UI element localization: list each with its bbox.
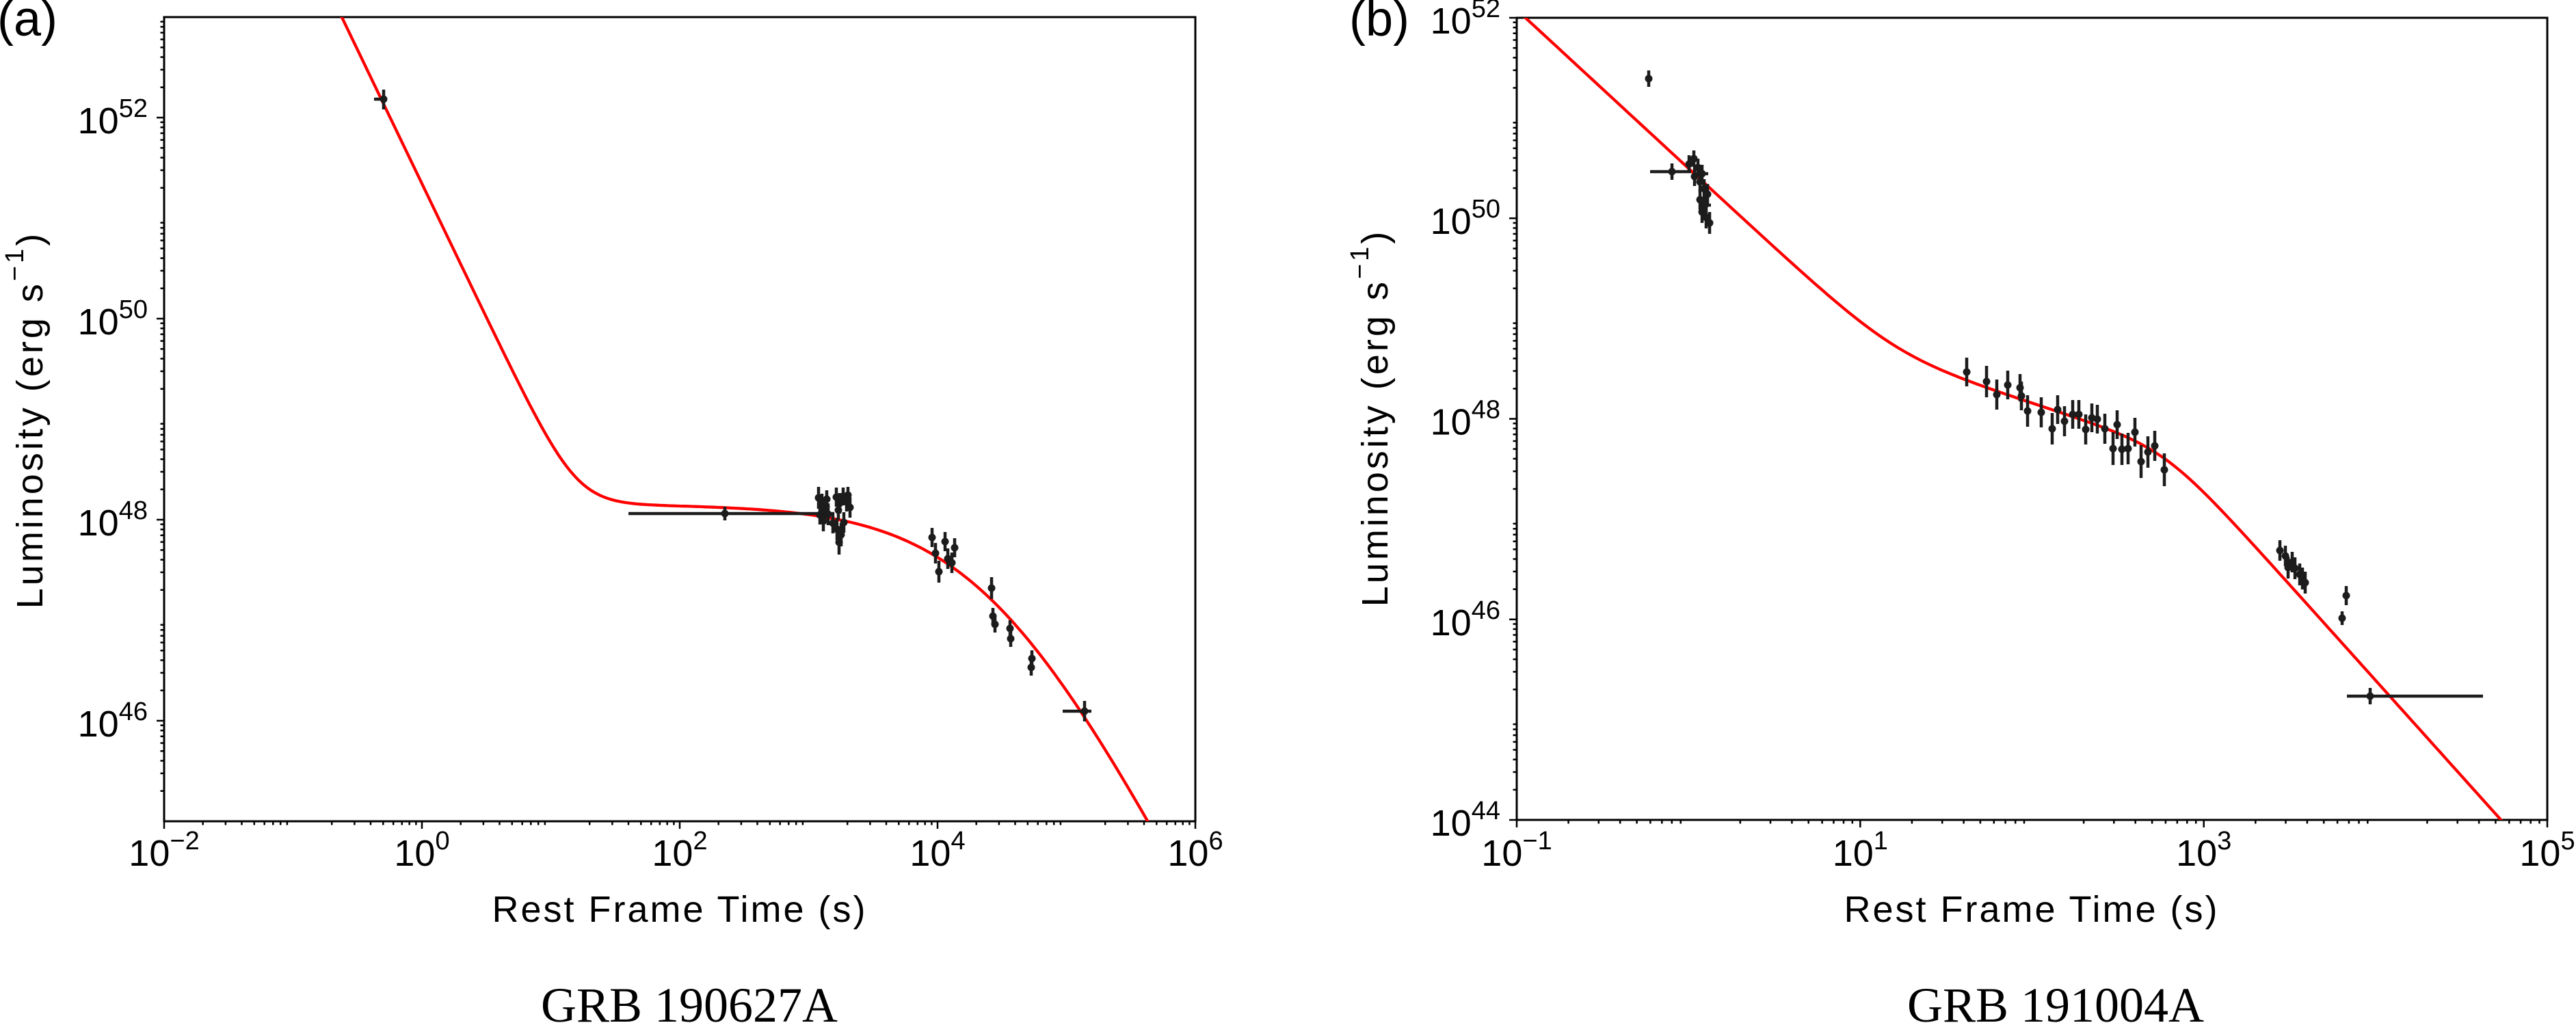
svg-text:Rest Frame Time (s): Rest Frame Time (s): [1844, 889, 2219, 930]
svg-text:(a): (a): [0, 0, 57, 46]
svg-text:Luminosity (erg s−1): Luminosity (erg s−1): [1346, 229, 1396, 607]
svg-text:10−2: 10−2: [129, 827, 199, 874]
svg-text:102: 102: [652, 827, 707, 874]
svg-text:1052: 1052: [78, 94, 148, 142]
svg-text:(b): (b): [1349, 0, 1409, 46]
svg-text:GRB 190627A: GRB 190627A: [541, 978, 838, 1023]
svg-text:Rest Frame Time (s): Rest Frame Time (s): [492, 889, 867, 930]
svg-text:106: 106: [1167, 827, 1223, 874]
svg-text:105: 105: [2519, 827, 2575, 874]
svg-text:Luminosity (erg s−1): Luminosity (erg s−1): [1, 231, 51, 609]
svg-text:1050: 1050: [1431, 195, 1500, 242]
svg-text:GRB 191004A: GRB 191004A: [1907, 978, 2204, 1023]
